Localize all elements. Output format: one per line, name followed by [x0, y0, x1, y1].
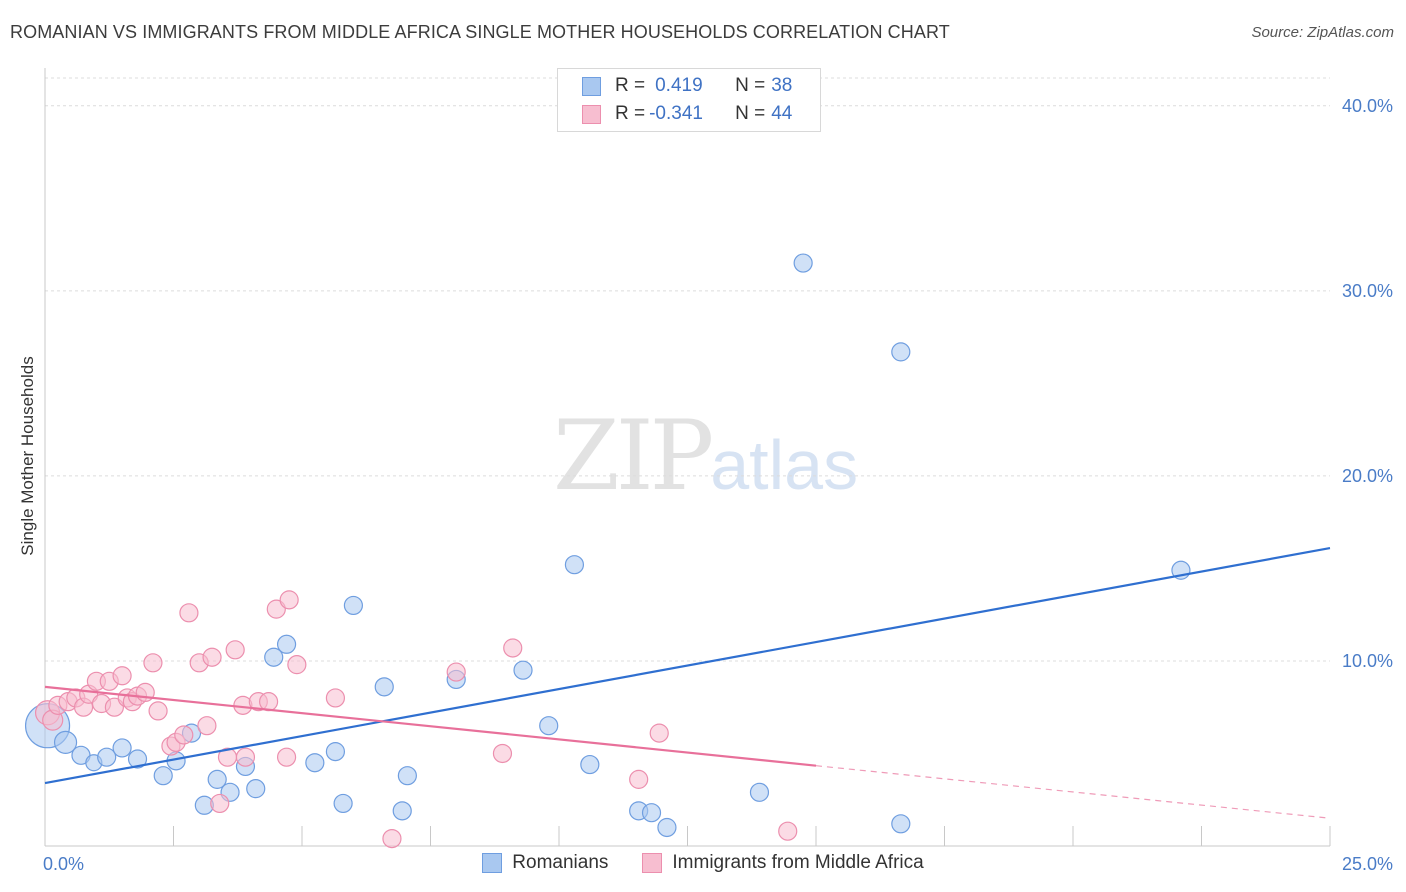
source-label: Source: ZipAtlas.com: [1251, 24, 1394, 41]
point-immigrants: [148, 701, 168, 721]
y-tick-label: 40.0%: [1342, 96, 1393, 116]
legend-n-value: 44: [771, 103, 793, 124]
point-romanians: [153, 766, 173, 786]
chart-title: ROMANIAN VS IMMIGRANTS FROM MIDDLE AFRIC…: [10, 22, 950, 42]
point-immigrants: [143, 653, 163, 673]
point-immigrants: [104, 697, 124, 717]
point-romanians: [127, 749, 148, 769]
trendline-immigrants-extension: [815, 765, 1331, 819]
point-immigrants: [629, 769, 649, 789]
point-immigrants: [287, 655, 307, 675]
point-immigrants: [225, 640, 245, 660]
point-immigrants: [446, 662, 466, 682]
point-romanians: [112, 738, 132, 758]
point-romanians: [793, 253, 813, 273]
legend-label-romanians: Romanians: [512, 852, 609, 873]
point-immigrants: [202, 647, 222, 667]
point-immigrants: [325, 688, 346, 708]
watermark-atlas: atlas: [710, 426, 859, 504]
point-romanians: [891, 814, 911, 834]
point-romanians: [539, 716, 559, 736]
legend-r-value: -0.341: [649, 103, 703, 124]
point-romanians: [305, 753, 325, 773]
point-immigrants: [179, 603, 199, 623]
legend-item-immigrants[interactable]: Immigrants from Middle Africa: [642, 852, 924, 874]
point-romanians: [343, 595, 363, 616]
legend-r-label: R =: [615, 75, 646, 96]
point-romanians: [392, 801, 412, 821]
watermark-zip: ZIP: [553, 400, 714, 512]
point-romanians: [891, 342, 911, 362]
point-romanians: [333, 793, 353, 814]
legend-n-value: 38: [771, 75, 793, 96]
point-immigrants: [258, 692, 279, 712]
point-romanians: [374, 677, 394, 697]
point-romanians: [276, 634, 297, 654]
point-romanians: [580, 754, 600, 775]
point-romanians: [97, 747, 117, 767]
watermark: ZIPatlas: [553, 400, 858, 512]
legend-swatch-romanians: [482, 853, 503, 873]
point-immigrants: [503, 638, 523, 658]
legend-swatch-immigrants: [582, 104, 601, 124]
legend-r-label: R =: [615, 103, 646, 124]
point-romanians: [53, 730, 78, 754]
point-romanians: [207, 769, 227, 789]
point-romanians: [397, 766, 417, 786]
point-romanians: [264, 647, 284, 667]
point-immigrants: [174, 725, 194, 745]
y-tick-label: 20.0%: [1342, 466, 1393, 486]
point-romanians: [564, 555, 585, 575]
point-immigrants: [492, 743, 513, 764]
point-immigrants: [276, 747, 297, 767]
legend-r-value: 0.419: [655, 75, 703, 96]
point-immigrants: [266, 599, 286, 619]
correlation-legend: R = 0.419 N = 38 R = -0.341 N = 44: [557, 68, 821, 132]
legend-n-label: N =: [735, 75, 766, 96]
point-romanians: [641, 803, 662, 823]
y-tick-label: 30.0%: [1342, 281, 1393, 301]
point-romanians: [657, 817, 677, 838]
point-immigrants: [382, 828, 402, 849]
legend-swatch-immigrants: [642, 853, 663, 873]
legend-row-immigrants: R = -0.341 N = 44: [582, 101, 792, 127]
point-romanians: [325, 742, 346, 762]
point-immigrants: [778, 821, 798, 841]
point-immigrants: [279, 590, 299, 610]
trendline-romanians: [44, 546, 1331, 785]
legend-swatch-romanians: [582, 76, 601, 96]
legend-item-romanians[interactable]: Romanians: [482, 852, 608, 874]
x-tick-label: 0.0%: [43, 854, 84, 874]
legend-row-romanians: R = 0.419 N = 38: [582, 73, 792, 99]
point-romanians: [513, 660, 533, 680]
trendline-immigrants: [44, 685, 817, 767]
point-immigrants: [112, 666, 132, 686]
point-immigrants: [197, 716, 217, 736]
point-romanians: [749, 782, 770, 802]
legend-n-label: N =: [735, 103, 766, 124]
point-romanians: [246, 779, 266, 799]
legend-label-immigrants: Immigrants from Middle Africa: [672, 852, 924, 873]
series-legend: Romanians Immigrants from Middle Africa: [0, 852, 1406, 874]
y-tick-label: 10.0%: [1342, 651, 1393, 671]
point-immigrants: [649, 723, 669, 743]
point-immigrants: [210, 793, 230, 814]
x-tick-label: 25.0%: [1342, 854, 1393, 874]
point-immigrants: [235, 747, 256, 767]
